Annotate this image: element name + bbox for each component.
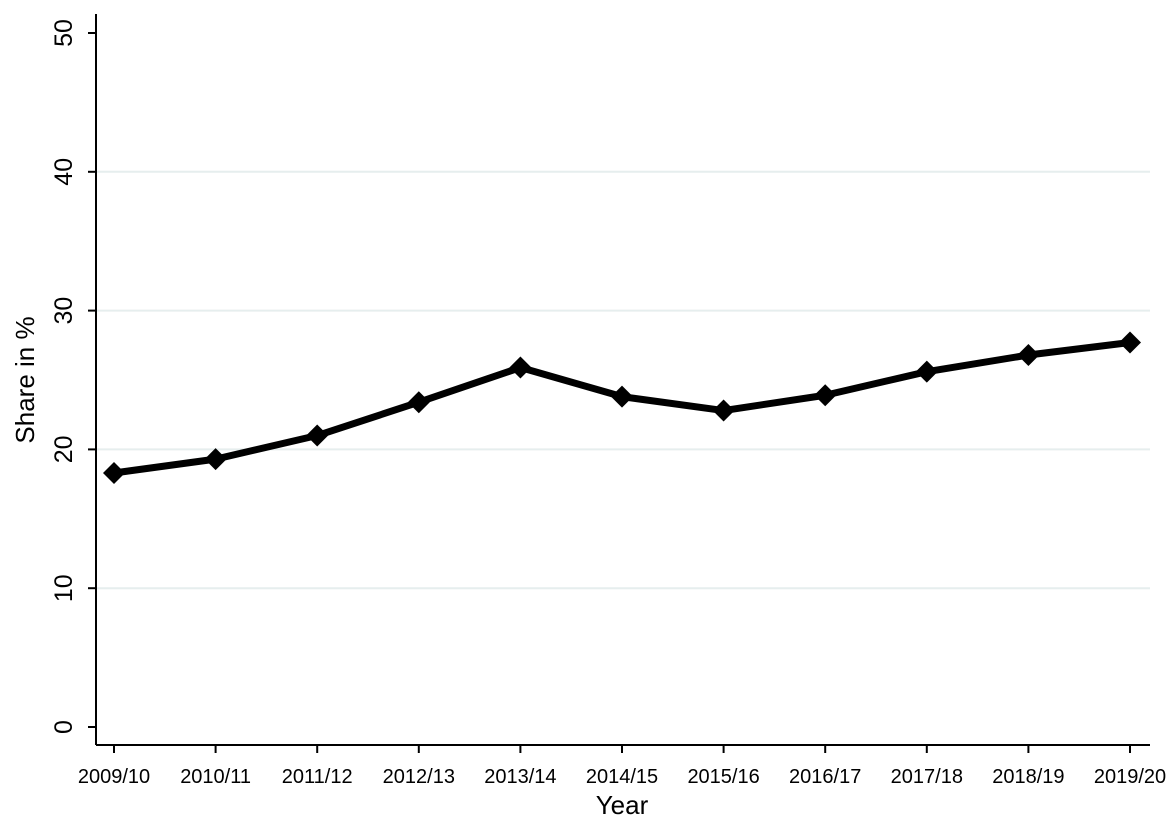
y-axis-title: Share in % — [10, 316, 40, 443]
x-tick-label: 2013/14 — [484, 766, 556, 788]
data-point-marker — [204, 448, 227, 471]
y-axis-ticks: 0 10 20 30 40 50 — [50, 19, 96, 734]
x-axis-ticks: 2009/10 2010/11 2011/12 2012/13 2013/14 2014/… — [78, 745, 1166, 788]
y-tick-label: 10 — [50, 574, 78, 602]
gridlines — [96, 170, 1150, 590]
y-tick-label: 30 — [50, 297, 78, 325]
x-tick-label: 2017/18 — [891, 766, 963, 788]
data-point-marker — [1017, 344, 1040, 367]
data-point-marker — [712, 399, 735, 422]
x-tick-label: 2011/12 — [282, 766, 353, 788]
data-point-marker — [814, 384, 837, 407]
x-tick-label: 2010/11 — [180, 766, 251, 788]
x-tick-label: 2009/10 — [78, 766, 150, 788]
data-point-marker — [407, 391, 430, 414]
x-tick-label: 2018/19 — [992, 766, 1064, 788]
data-point-marker — [611, 385, 633, 408]
series-line — [113, 339, 1131, 477]
data-point-marker — [306, 424, 329, 447]
x-tick-label: 2014/15 — [586, 766, 658, 788]
x-tick-label: 2012/13 — [383, 766, 455, 788]
series-group — [103, 331, 1141, 484]
x-tick-label: 2016/17 — [789, 766, 861, 788]
data-point-marker — [509, 356, 532, 379]
x-axis-title: Year — [596, 790, 649, 820]
y-tick-label: 40 — [50, 158, 78, 186]
x-tick-label: 2015/16 — [687, 766, 759, 788]
data-point-marker — [915, 360, 938, 383]
y-tick-label: 20 — [50, 435, 78, 463]
x-tick-label: 2019/20 — [1094, 766, 1166, 788]
y-tick-label: 0 — [50, 720, 78, 734]
data-point-marker — [1119, 331, 1141, 354]
y-tick-label: 50 — [50, 19, 78, 47]
data-point-marker — [103, 461, 125, 484]
